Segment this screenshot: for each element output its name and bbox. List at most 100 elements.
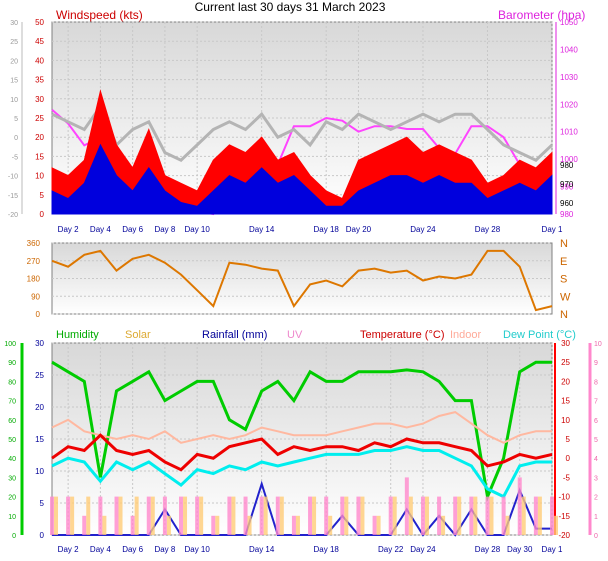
uv-tick-8: 8 — [594, 379, 598, 386]
wind-xtick-3: Day 8 — [154, 225, 175, 234]
bar-solar-4 — [118, 496, 123, 535]
wind-xtick-5: Day 14 — [249, 225, 275, 234]
temp-tick-10: 30 — [561, 339, 570, 348]
hum-tick-4: 40 — [8, 456, 16, 463]
bar-uv-29 — [517, 477, 522, 535]
legend-item-1: Solar — [125, 329, 151, 341]
bar-uv-27 — [485, 496, 490, 535]
wind-outer-tick-4: 0 — [14, 135, 18, 142]
temp-tick-4: 0 — [566, 454, 571, 463]
wind-xtick-6: Day 18 — [314, 225, 340, 234]
bar-uv-20 — [372, 515, 377, 535]
wind-tick-5: 25 — [35, 114, 44, 123]
wind-outer-tick-6: 10 — [10, 97, 18, 104]
wind-xtick-1: Day 4 — [90, 225, 111, 234]
temp-xtick-0: Day 2 — [58, 545, 79, 554]
uv-tick-2: 2 — [594, 495, 598, 502]
bar-uv-3 — [98, 496, 103, 535]
wind-outer-tick-9: 25 — [10, 39, 18, 46]
wind-tick-10: 50 — [35, 18, 44, 27]
bar-uv-30 — [533, 496, 538, 535]
dir-compass-4: N — [560, 238, 568, 250]
bar-solar-13 — [263, 496, 268, 535]
baro-tick-2: 1000 — [560, 155, 578, 164]
temp-tick-2: -10 — [558, 493, 570, 502]
baro-axis-label: Barometer (hpa) — [498, 8, 585, 22]
bar-uv-26 — [469, 496, 474, 535]
bar-solar-21 — [392, 496, 397, 535]
wind-xtick-0: Day 2 — [58, 225, 79, 234]
bar-solar-22 — [408, 496, 413, 535]
dir-compass-1: W — [560, 291, 571, 303]
bar-solar-16 — [312, 496, 317, 535]
wind-outer-tick-7: 15 — [10, 78, 18, 85]
dir-tick-2: 180 — [27, 275, 41, 284]
legend-item-5: Indoor — [450, 329, 482, 341]
bar-uv-10 — [211, 515, 216, 535]
baro-extra-tick-1: 970 — [560, 180, 574, 189]
bar-uv-11 — [227, 496, 232, 535]
wind-xtick-8: Day 24 — [410, 225, 436, 234]
temp-tick-0: -20 — [558, 531, 570, 540]
wind-tick-1: 5 — [40, 191, 45, 200]
bar-solar-23 — [424, 496, 429, 535]
temp-tick-9: 25 — [561, 358, 570, 367]
rain-tick-2: 10 — [35, 467, 44, 476]
baro-tick-3: 1010 — [560, 128, 578, 137]
hum-tick-8: 80 — [8, 379, 16, 386]
dir-compass-2: S — [560, 274, 567, 286]
wind-series-1 — [51, 103, 554, 162]
legend-item-2: Rainfall (mm) — [202, 329, 267, 341]
hum-tick-3: 30 — [8, 475, 16, 482]
temp-tick-5: 5 — [566, 435, 571, 444]
baro-tick-0: 980 — [560, 210, 574, 219]
baro-tick-5: 1030 — [560, 73, 578, 82]
bar-solar-11 — [231, 496, 236, 535]
wind-tick-4: 20 — [35, 133, 44, 142]
bar-uv-19 — [356, 496, 361, 535]
dir-compass-0: N — [560, 309, 568, 321]
baro-tick-1: 990 — [560, 183, 574, 192]
bar-uv-14 — [275, 496, 280, 535]
dir-tick-4: 360 — [27, 239, 41, 248]
temp-xtick-10: Day 30 — [507, 545, 533, 554]
bar-solar-24 — [441, 515, 446, 535]
dir-tick-3: 270 — [27, 257, 41, 266]
bar-uv-12 — [243, 496, 248, 535]
temp-xtick-9: Day 28 — [475, 545, 501, 554]
bar-solar-27 — [489, 496, 494, 535]
temp-tick-8: 20 — [561, 377, 570, 386]
bar-solar-10 — [215, 515, 220, 535]
wind-series-3 — [51, 143, 553, 215]
wind-tick-2: 10 — [35, 172, 44, 181]
bar-solar-28 — [505, 515, 510, 535]
bar-uv-8 — [179, 496, 184, 535]
wind-xtick-4: Day 10 — [184, 225, 210, 234]
dir-compass-3: E — [560, 256, 567, 268]
legend-item-4: Temperature (°C) — [360, 329, 444, 341]
bar-solar-8 — [183, 496, 188, 535]
uv-tick-0: 0 — [594, 533, 598, 540]
bar-solar-20 — [376, 515, 381, 535]
bar-uv-21 — [388, 496, 393, 535]
temp-series-3 — [51, 445, 552, 499]
bar-solar-0 — [54, 496, 58, 535]
bar-uv-31 — [550, 496, 554, 535]
bar-solar-29 — [521, 496, 526, 535]
bar-solar-31 — [554, 515, 558, 535]
uv-tick-3: 3 — [594, 475, 598, 482]
bar-solar-5 — [134, 496, 139, 535]
rain-tick-3: 15 — [35, 435, 44, 444]
dir-tick-0: 0 — [36, 310, 41, 319]
temp-xtick-6: Day 18 — [314, 545, 340, 554]
bar-uv-22 — [404, 477, 409, 535]
uv-tick-7: 7 — [594, 399, 598, 406]
bar-uv-6 — [146, 496, 151, 535]
wind-xtick-10: Day 1 — [542, 225, 563, 234]
hum-tick-5: 50 — [8, 437, 16, 444]
bar-solar-3 — [102, 515, 107, 535]
bar-uv-18 — [340, 496, 345, 535]
bar-uv-4 — [114, 496, 119, 535]
